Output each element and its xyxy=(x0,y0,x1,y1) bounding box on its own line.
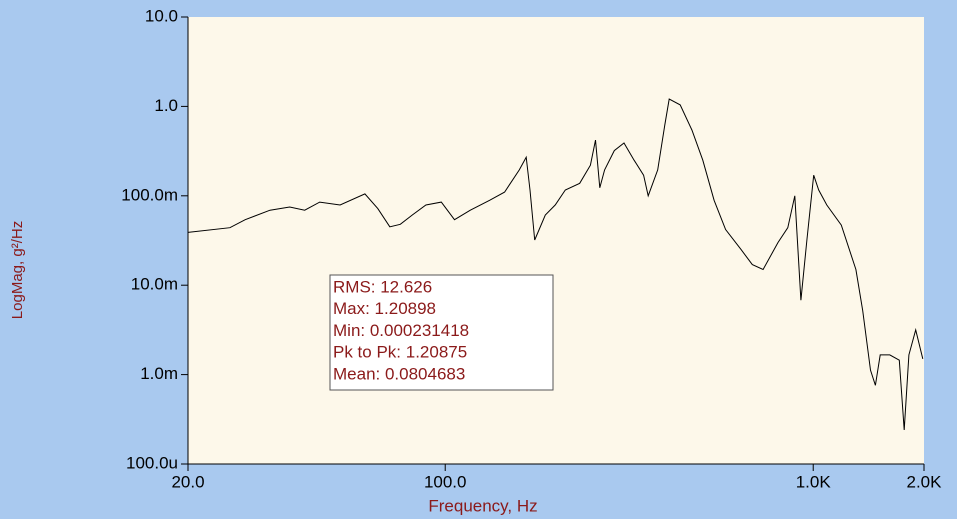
y-tick-label: 100.0m xyxy=(121,185,178,204)
data-line xyxy=(187,98,924,431)
stats-text: Max: 1.20898 xyxy=(333,299,436,318)
y-tick-label: 100.0u xyxy=(126,453,178,472)
stats-text: Min: 0.000231418 xyxy=(333,321,469,340)
y-tick-label: 1.0 xyxy=(154,96,178,115)
stats-text: Pk to Pk: 1.20875 xyxy=(333,343,467,362)
y-tick-label: 10.0 xyxy=(145,6,178,25)
x-tick-label: 100.0 xyxy=(424,472,467,491)
x-axis-label: Frequency, Hz xyxy=(428,496,537,515)
x-tick-label: 1.0K xyxy=(796,472,832,491)
stats-text: Mean: 0.0804683 xyxy=(333,364,465,383)
plot-area xyxy=(188,17,924,464)
stats-box xyxy=(329,274,554,391)
stats-text: RMS: 12.626 xyxy=(333,277,432,296)
y-axis-label: LogMag, g²/Hz xyxy=(9,221,26,319)
x-tick-label: 2.0K xyxy=(907,472,943,491)
y-tick-label: 1.0m xyxy=(140,364,178,383)
x-tick-label: 20.0 xyxy=(171,472,204,491)
y-tick-label: 10.0m xyxy=(131,275,178,294)
